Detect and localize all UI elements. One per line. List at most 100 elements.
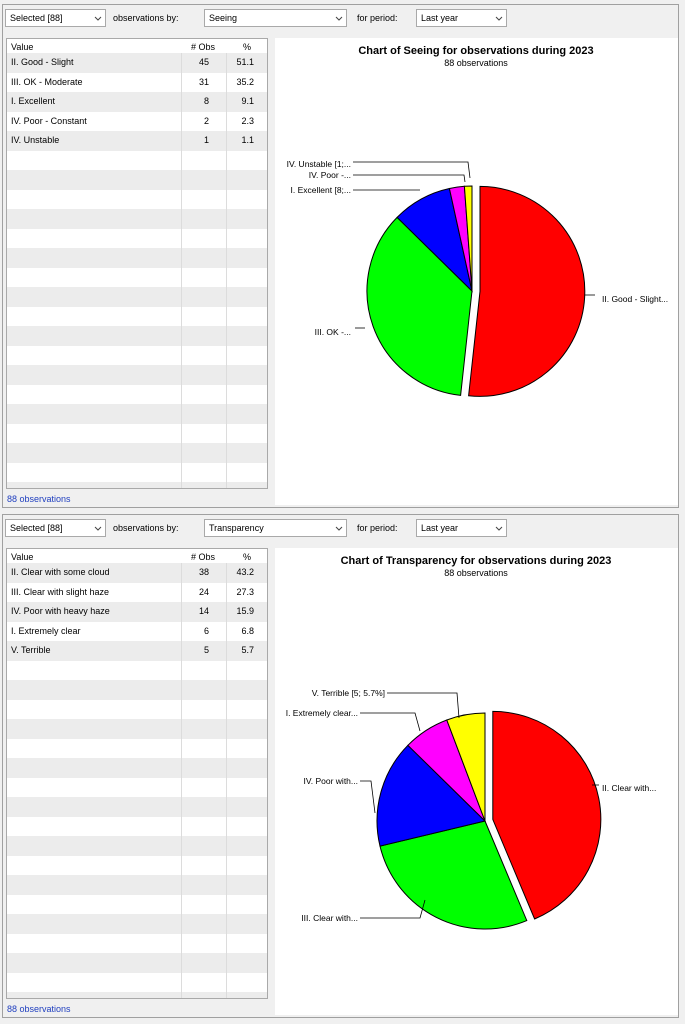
chevron-down-icon	[335, 15, 343, 23]
period-value: Last year	[421, 13, 459, 23]
row-value: III. Clear with slight haze	[11, 586, 110, 597]
chart-subtitle: 88 observations	[444, 58, 508, 68]
slice-label: V. Terrible [5; 5.7%]	[312, 688, 385, 698]
row-obs: 6	[203, 625, 209, 636]
table-body: II. Clear with some cloud 38 43.2 III. C…	[7, 563, 267, 998]
seeing-pie-chart: Chart of Seeing for observations during …	[275, 38, 678, 505]
observations-by-label: observations by:	[113, 523, 179, 533]
period-label: for period:	[357, 523, 398, 533]
row-percent: 1.1	[241, 135, 254, 145]
selection-dropdown[interactable]: Selected [88]	[5, 519, 106, 537]
row-percent: 35.2	[236, 76, 254, 87]
results-table: Value # Obs %	[6, 38, 268, 489]
observations-by-value: Seeing	[209, 13, 238, 23]
row-obs: 1	[203, 135, 209, 145]
toolbar: Selected [88] observations by: Seeing fo…	[5, 9, 675, 29]
pie-slice[interactable]	[463, 185, 473, 292]
slice-label: I. Extremely clear...	[286, 708, 358, 718]
period-dropdown[interactable]: Last year	[416, 9, 507, 27]
row-percent: 5.7	[241, 645, 254, 655]
row-obs: 2	[203, 115, 209, 126]
results-table: Value # Obs %	[6, 548, 268, 999]
observations-count: 88 observations	[7, 1004, 71, 1014]
selection-value: Selected [88]	[10, 523, 63, 533]
seeing-panel: Selected [88] observations by: Seeing fo…	[2, 4, 679, 508]
observations-count: 88 observations	[7, 494, 71, 504]
slice-label: II. Clear with...	[602, 783, 656, 793]
leader-line	[360, 780, 376, 814]
pie-slice[interactable]	[376, 744, 486, 847]
row-value: IV. Poor with heavy haze	[11, 606, 110, 616]
column-header-obs[interactable]: # Obs	[191, 42, 216, 52]
chevron-down-icon	[335, 525, 343, 533]
slice-label: I. Excellent [8;...	[291, 185, 351, 195]
chevron-down-icon	[495, 525, 503, 533]
row-obs: 8	[203, 96, 209, 106]
pie-chart-svg: Chart of Transparency for observations d…	[286, 555, 656, 930]
chevron-down-icon	[94, 525, 102, 533]
row-value: I. Extremely clear	[11, 625, 81, 636]
period-value: Last year	[421, 523, 459, 533]
toolbar: Selected [88] observations by: Transpare…	[5, 519, 675, 539]
chart-subtitle: 88 observations	[444, 568, 508, 578]
leader-line	[360, 899, 426, 919]
observations-by-dropdown[interactable]: Transparency	[204, 519, 347, 537]
pie-slice[interactable]	[492, 710, 602, 920]
observations-by-value: Transparency	[209, 523, 264, 533]
observations-by-dropdown[interactable]: Seeing	[204, 9, 347, 27]
leader-line	[353, 174, 466, 183]
selection-value: Selected [88]	[10, 13, 63, 23]
row-obs: 14	[198, 606, 209, 616]
row-percent: 2.3	[241, 115, 254, 126]
row-value: IV. Poor - Constant	[11, 115, 87, 126]
table-body: II. Good - Slight 45 51.1 III. OK - Mode…	[7, 53, 267, 488]
row-obs: 24	[198, 586, 209, 597]
row-obs: 45	[198, 57, 209, 67]
row-value: I. Excellent	[11, 96, 56, 106]
pie-slice[interactable]	[366, 216, 473, 396]
pie-slice[interactable]	[446, 712, 486, 822]
period-dropdown[interactable]: Last year	[416, 519, 507, 537]
chart-title: Chart of Seeing for observations during …	[358, 45, 593, 57]
leader-line	[360, 712, 421, 732]
column-header-percent[interactable]: %	[243, 42, 252, 52]
row-value: II. Clear with some cloud	[11, 567, 110, 577]
slice-label: IV. Poor -...	[309, 170, 351, 180]
column-header-value[interactable]: Value	[11, 552, 34, 562]
slice-label: III. Clear with...	[301, 913, 358, 923]
selection-dropdown[interactable]: Selected [88]	[5, 9, 106, 27]
pie-slice[interactable]	[468, 185, 586, 397]
column-header-obs[interactable]: # Obs	[191, 552, 216, 562]
row-percent: 27.3	[236, 586, 254, 597]
column-header-percent[interactable]: %	[243, 552, 252, 562]
row-percent: 51.1	[236, 57, 254, 67]
row-value: II. Good - Slight	[11, 57, 74, 67]
table-header: Value # Obs %	[7, 39, 267, 53]
row-value: III. OK - Moderate	[11, 76, 83, 87]
row-value: V. Terrible	[11, 645, 51, 655]
pie-slice[interactable]	[379, 820, 528, 930]
row-percent: 9.1	[241, 96, 254, 106]
leader-line	[353, 161, 471, 179]
chevron-down-icon	[495, 15, 503, 23]
slice-label: IV. Poor with...	[304, 776, 359, 786]
period-label: for period:	[357, 13, 398, 23]
slice-label: III. OK -...	[315, 327, 351, 337]
slice-label: II. Good - Slight...	[602, 294, 668, 304]
leader-line	[387, 692, 460, 719]
row-percent: 15.9	[236, 606, 254, 616]
observations-by-label: observations by:	[113, 13, 179, 23]
table-header: Value # Obs %	[7, 549, 267, 563]
row-obs: 38	[198, 567, 209, 577]
row-percent: 43.2	[236, 567, 254, 577]
column-header-value[interactable]: Value	[11, 42, 34, 52]
row-obs: 31	[198, 76, 209, 87]
row-obs: 5	[203, 645, 209, 655]
transparency-panel: Selected [88] observations by: Transpare…	[2, 514, 679, 1018]
chevron-down-icon	[94, 15, 102, 23]
row-value: IV. Unstable	[11, 135, 60, 145]
pie-chart-svg: Chart of Seeing for observations during …	[287, 45, 668, 397]
chart-title: Chart of Transparency for observations d…	[341, 555, 612, 567]
slice-label: IV. Unstable [1;...	[287, 159, 351, 169]
row-percent: 6.8	[241, 625, 254, 636]
